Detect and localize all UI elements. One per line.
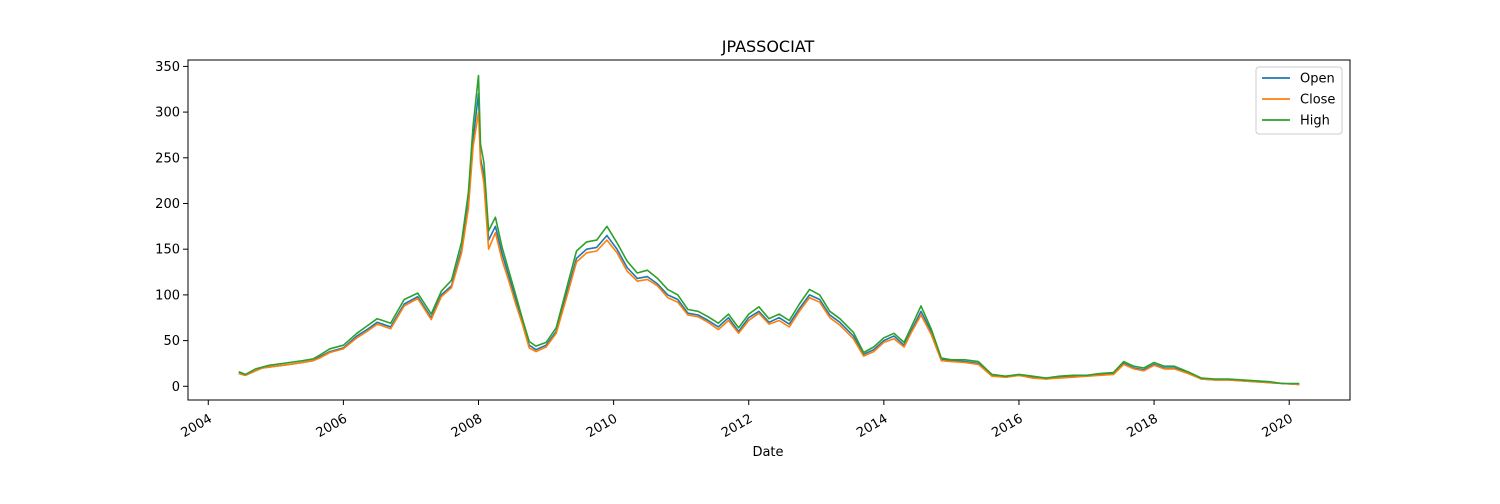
x-axis-label: Date	[752, 445, 783, 460]
series-line-close	[238, 111, 1300, 386]
y-tick-label: 150	[155, 243, 180, 258]
series-line-high	[238, 74, 1300, 385]
y-tick-label: 0	[172, 380, 180, 395]
x-tick-label: 2008	[449, 411, 485, 441]
legend-box	[1255, 66, 1343, 135]
plot-area	[238, 74, 1300, 386]
plot-frame	[187, 59, 1351, 401]
y-tick-label: 100	[155, 288, 180, 303]
axes: 2004 2006 2008 2010 2012 2014 2016 2018 2020 0 50 1…	[155, 59, 1351, 441]
legend-label-close: Close	[1300, 93, 1335, 108]
x-tick-label: 2012	[719, 411, 755, 441]
chart-title: JPASSOCIAT	[721, 37, 815, 56]
legend-label-open: Open	[1300, 72, 1335, 87]
legend-label-high: High	[1300, 114, 1330, 129]
y-tick-label: 200	[155, 197, 180, 212]
x-tick-label: 2004	[179, 411, 215, 441]
x-tick-label: 2016	[989, 411, 1025, 441]
x-tick-label: 2014	[854, 411, 890, 441]
y-tick-label: 250	[155, 151, 180, 166]
x-tick-label: 2018	[1124, 411, 1160, 441]
y-tick-label: 350	[155, 60, 180, 75]
x-tick-label: 2006	[314, 411, 350, 441]
y-tick-label: 300	[155, 106, 180, 121]
y-tick-label: 50	[163, 334, 180, 349]
series-line-open	[238, 93, 1300, 386]
x-tick-label: 2010	[584, 411, 620, 441]
x-tick-label: 2020	[1260, 411, 1296, 441]
legend: Open Close High	[1255, 66, 1343, 135]
